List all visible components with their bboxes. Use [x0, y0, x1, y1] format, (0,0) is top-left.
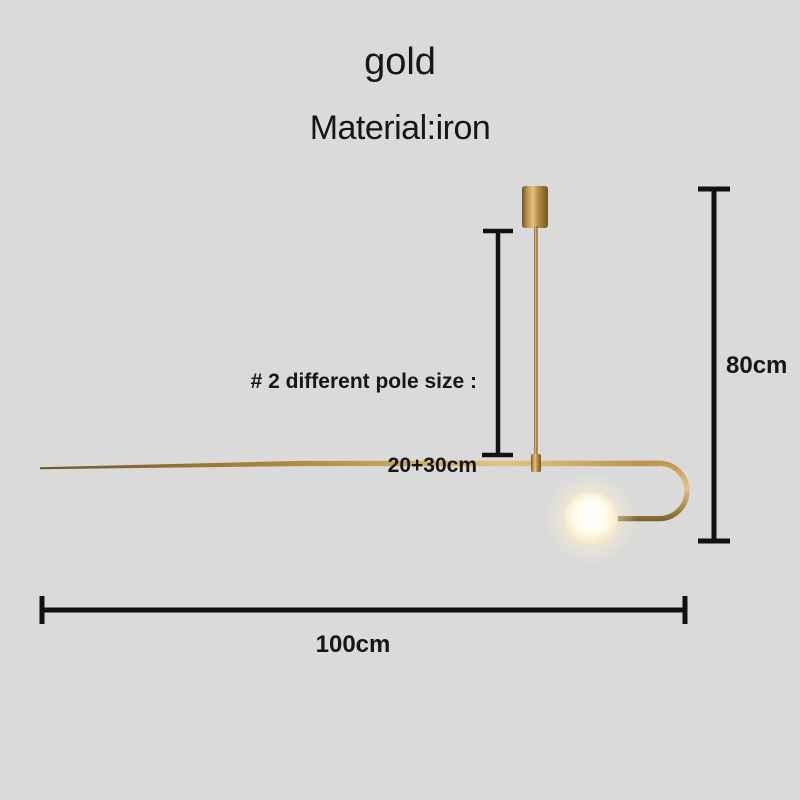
- pole-size-note-line1: # 2 different pole size :: [250, 370, 477, 393]
- pole-size-note-line2: 20+30cm: [387, 454, 477, 477]
- length-dimension-label: 100cm: [315, 631, 391, 658]
- material-subtitle: Material:iron: [309, 109, 491, 147]
- rod-connector: [531, 454, 541, 472]
- pole-size-bracket: [482, 228, 513, 458]
- bulb: [564, 492, 618, 546]
- u-curve-arm: [618, 460, 690, 522]
- height-dimension-line: [698, 186, 730, 544]
- length-dimension-line: [39, 596, 688, 624]
- ceiling-canopy: [522, 186, 548, 228]
- pendant-lamp: [40, 186, 690, 566]
- page-title: gold: [364, 41, 436, 83]
- horizontal-bar: [40, 460, 659, 470]
- height-dimension-label: 80cm: [726, 352, 788, 379]
- pendant-rod: [534, 226, 538, 458]
- dimension-lines: [39, 186, 730, 624]
- pole-size-note: # 2 different pole size : 20+30cm: [251, 312, 477, 536]
